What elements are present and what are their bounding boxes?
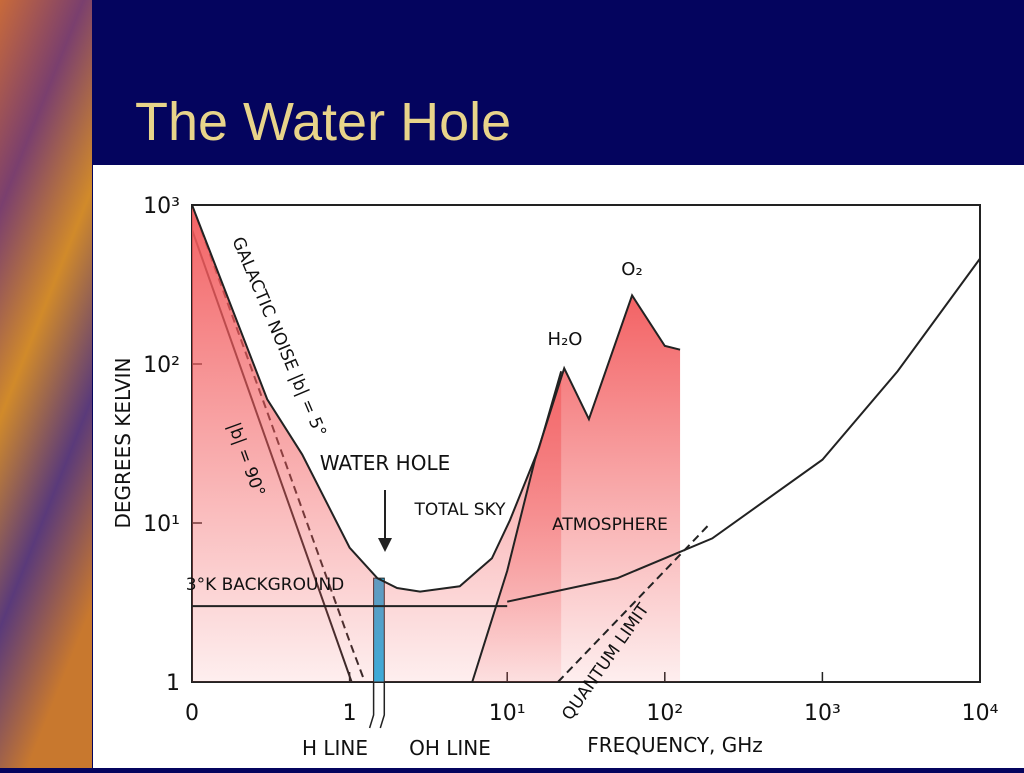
band-edge-label: OH LINE — [409, 736, 491, 760]
series-label: 3°K BACKGROUND — [186, 575, 345, 595]
band-label: WATER HOLE — [320, 451, 450, 475]
band-leader — [379, 682, 386, 729]
y-tick-label: 10³ — [143, 194, 180, 219]
x-tick-label: 0 — [185, 701, 199, 726]
series-line — [471, 293, 681, 683]
peak-label: H₂O — [548, 329, 583, 350]
series-label: TOTAL SKY — [413, 500, 506, 520]
band-edge-label: H LINE — [302, 736, 368, 760]
x-tick-label: 10⁴ — [962, 701, 999, 726]
series-area — [472, 295, 681, 682]
y-tick-label: 10² — [143, 353, 180, 378]
y-tick-label: 10¹ — [143, 512, 180, 537]
y-tick-label: 1 — [166, 671, 180, 696]
series-line — [506, 258, 981, 603]
x-tick-label: 10² — [646, 701, 683, 726]
series-label: ATMOSPHERE — [552, 515, 668, 535]
slide-title: The Water Hole — [135, 92, 511, 152]
x-tick-label: 1 — [343, 701, 357, 726]
series-area — [192, 205, 562, 682]
x-tick-label: 10³ — [804, 701, 841, 726]
series-line — [191, 204, 563, 593]
band-arrowhead — [378, 538, 392, 552]
peak-label: O₂ — [621, 259, 642, 280]
x-tick-label: 10¹ — [489, 701, 526, 726]
band-leader — [368, 682, 375, 729]
y-axis-label: DEGREES KELVIN — [111, 358, 135, 529]
x-axis-label: FREQUENCY, GHz — [587, 733, 763, 757]
decor-strip — [0, 0, 92, 768]
